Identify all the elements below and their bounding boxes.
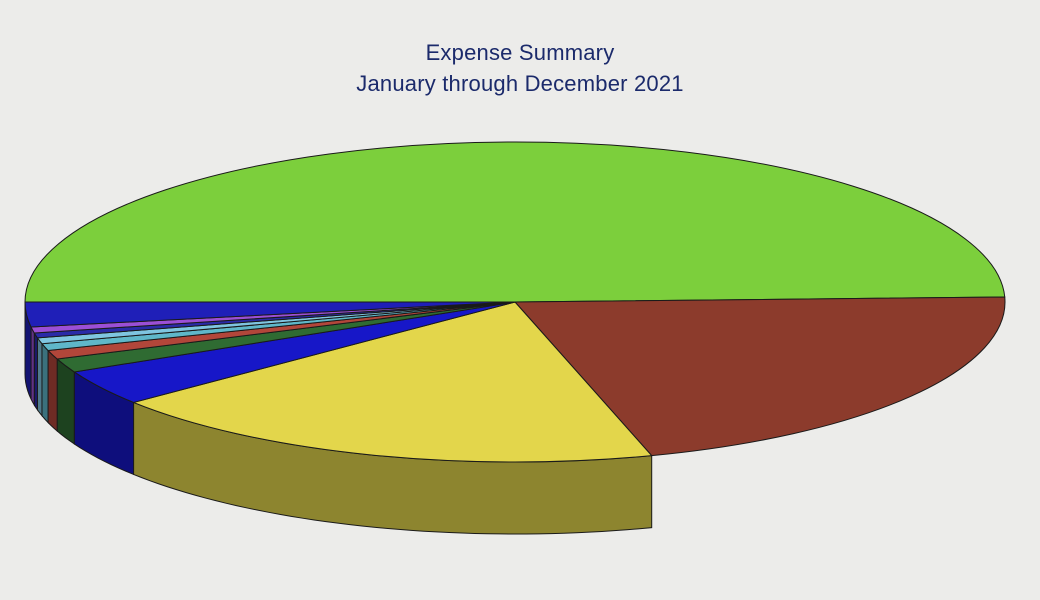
pie-slice-side-5 — [56, 357, 75, 445]
pie-slice-1 — [24, 141, 1006, 303]
pie-slice-side-6 — [47, 349, 58, 433]
pie-slice-11 — [24, 301, 516, 328]
chart-subtitle: January through December 2021 — [356, 71, 684, 96]
chart-title: Expense Summary — [425, 40, 615, 65]
pie-slice-side-7 — [41, 342, 49, 424]
pie-slice-2 — [513, 296, 1006, 457]
pie-slice-side-8 — [36, 336, 43, 418]
pie-slice-3 — [131, 301, 653, 463]
pie-top-faces — [24, 141, 1006, 463]
